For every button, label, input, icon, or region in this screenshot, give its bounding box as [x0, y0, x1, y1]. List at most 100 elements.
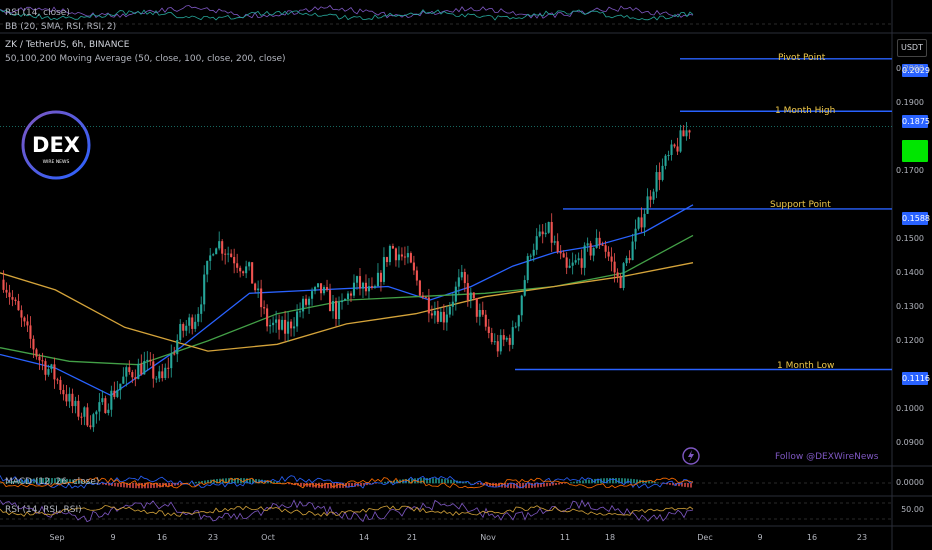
- macd-histogram-bar: [117, 483, 119, 487]
- candle-body: [293, 326, 296, 329]
- macd-histogram-bar: [393, 480, 395, 484]
- candle-body: [607, 251, 610, 257]
- candle-body: [682, 130, 685, 137]
- candle-body: [370, 286, 374, 288]
- macd-histogram-bar: [39, 478, 41, 484]
- candle-body: [221, 241, 224, 254]
- macd-histogram-bar: [375, 483, 377, 484]
- macd-histogram-bar: [582, 480, 584, 484]
- macd-histogram-bar: [63, 478, 65, 484]
- macd-zero-tick: 0.0000: [896, 478, 924, 487]
- candle-body: [433, 310, 436, 316]
- candle-body: [523, 280, 526, 296]
- macd-histogram-bar: [87, 481, 89, 484]
- top-pane-bb-label: BB (20, SMA, RSI, RSI, 2): [5, 22, 117, 32]
- macd-histogram-bar: [561, 483, 563, 485]
- macd-histogram-bar: [447, 479, 449, 484]
- macd-histogram-bar: [177, 483, 179, 486]
- macd-histogram-bar: [399, 479, 401, 484]
- candle-body: [382, 257, 385, 282]
- candle-body: [29, 325, 32, 339]
- candle-body: [41, 360, 44, 362]
- macd-histogram-bar: [636, 479, 638, 484]
- x-tick-label: 14: [358, 533, 370, 542]
- candle-body: [391, 245, 394, 249]
- candle-body: [83, 407, 86, 417]
- macd-histogram-bar: [588, 479, 590, 484]
- candle-body: [59, 380, 62, 390]
- macd-histogram-bar: [126, 483, 128, 488]
- macd-histogram-bar: [465, 481, 467, 484]
- moving-average-line: [0, 204, 694, 397]
- candle-body: [260, 288, 263, 308]
- candle-body: [53, 364, 56, 380]
- candle-body: [215, 248, 218, 255]
- candle-body: [394, 248, 397, 261]
- candle-body: [35, 349, 38, 357]
- candle-body: [200, 304, 203, 314]
- candle-body: [275, 319, 278, 323]
- y-tick-label: 0.1000: [896, 403, 924, 413]
- macd-histogram-bar: [51, 478, 53, 484]
- candle-body: [104, 398, 107, 414]
- candle-body: [664, 155, 667, 166]
- x-tick-label: 16: [806, 533, 818, 542]
- macd-histogram-bar: [252, 478, 254, 484]
- candle-body: [445, 314, 448, 323]
- macd-histogram-bar: [585, 479, 587, 484]
- candle-body: [400, 254, 403, 257]
- top-pane-rsi-line: [0, 4, 694, 19]
- moving-average-label[interactable]: 50,100,200 Moving Average (50, close, 10…: [5, 54, 286, 64]
- macd-histogram-bar: [603, 478, 605, 484]
- x-tick-label: 18: [604, 533, 616, 542]
- macd-histogram-bar: [120, 483, 122, 488]
- candle-body: [490, 332, 493, 342]
- candle-body: [182, 324, 185, 331]
- macd-histogram-bar: [438, 478, 440, 484]
- candle-body: [322, 287, 326, 294]
- macd-histogram-bar: [78, 480, 80, 484]
- candle-body: [212, 254, 215, 256]
- macd-line: [0, 475, 694, 489]
- follow-text[interactable]: Follow @DEXWireNews: [775, 452, 879, 462]
- chart-title[interactable]: ZK / TetherUS, 6h, BINANCE: [5, 40, 130, 50]
- macd-histogram-bar: [72, 479, 74, 484]
- macd-histogram-bar: [105, 483, 107, 486]
- candle-body: [673, 144, 676, 147]
- macd-histogram-bar: [309, 483, 311, 488]
- macd-histogram-bar: [648, 481, 650, 484]
- macd-histogram-bar: [138, 483, 140, 489]
- macd-histogram-bar: [114, 483, 116, 487]
- macd-histogram-bar: [54, 478, 56, 484]
- candle-body: [227, 253, 230, 255]
- macd-histogram-bar: [444, 479, 446, 484]
- candle-body: [248, 262, 251, 267]
- candle-body: [77, 400, 80, 417]
- candle-body: [152, 361, 155, 379]
- top-pane-bb-line: [0, 9, 694, 21]
- macd-histogram-bar: [30, 478, 32, 484]
- candle-body: [340, 300, 344, 303]
- candle-body: [409, 253, 412, 263]
- candle-body: [685, 130, 688, 137]
- currency-button[interactable]: USDT: [897, 39, 927, 57]
- candle-body: [547, 221, 550, 233]
- macd-histogram-bar: [21, 479, 23, 484]
- candle-body: [331, 300, 335, 312]
- candle-body: [643, 213, 646, 228]
- candle-body: [107, 409, 110, 414]
- candle-body: [167, 367, 170, 369]
- candle-body: [403, 256, 406, 258]
- lightning-icon: [682, 447, 700, 465]
- macd-histogram-bar: [531, 483, 533, 488]
- candle-body: [550, 221, 553, 243]
- candle-body: [302, 298, 305, 312]
- macd-histogram-bar: [669, 483, 671, 485]
- macd-histogram-bar: [684, 483, 686, 487]
- macd-histogram-bar: [135, 483, 137, 489]
- macd-histogram-bar: [537, 483, 539, 488]
- macd-histogram-bar: [633, 479, 635, 484]
- candle-body: [616, 272, 619, 277]
- rsi-ma-line: [0, 505, 694, 517]
